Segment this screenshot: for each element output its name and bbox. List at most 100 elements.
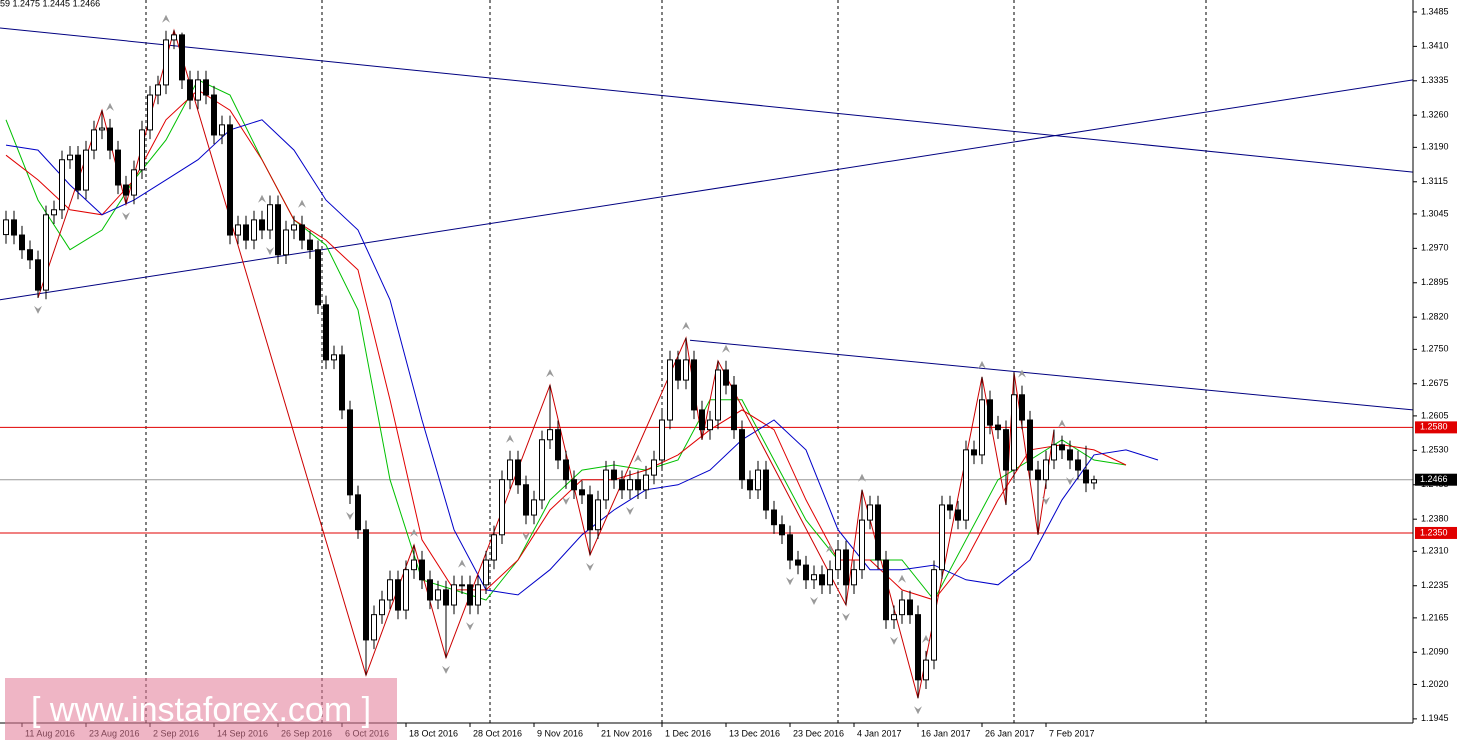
fractal-down bbox=[842, 613, 850, 622]
candle-body bbox=[859, 519, 865, 571]
candle-body bbox=[747, 479, 753, 491]
candle-body bbox=[979, 399, 985, 456]
fractal-up bbox=[858, 473, 866, 482]
current-price-box bbox=[1415, 473, 1457, 486]
y-tick-label: 1.3045 bbox=[1421, 208, 1449, 218]
candle-body bbox=[963, 449, 969, 521]
y-tick-label: 1.3485 bbox=[1421, 6, 1449, 16]
candle-body bbox=[315, 249, 321, 306]
candle-body bbox=[35, 259, 41, 291]
fractal-down bbox=[346, 512, 354, 521]
fractal-up bbox=[722, 344, 730, 353]
fractal-up bbox=[922, 634, 930, 643]
fractal-up bbox=[162, 14, 170, 23]
candle-body bbox=[595, 499, 601, 531]
x-tick-label: 13 Dec 2016 bbox=[729, 728, 780, 738]
fractal-up bbox=[506, 434, 514, 443]
candle-body bbox=[227, 124, 233, 236]
candle-body bbox=[403, 569, 409, 611]
candle-body bbox=[115, 149, 121, 186]
level-label: 1.2580 bbox=[1420, 422, 1448, 432]
candle-body bbox=[1067, 449, 1073, 461]
fractal-up bbox=[106, 102, 114, 111]
candle-body bbox=[203, 79, 209, 96]
y-tick-label: 1.3260 bbox=[1421, 110, 1449, 120]
y-tick-label: 1.2605 bbox=[1421, 410, 1449, 420]
candle-body bbox=[131, 169, 137, 196]
candle-body bbox=[691, 359, 697, 411]
y-tick-label: 1.2530 bbox=[1421, 445, 1449, 455]
fractal-down bbox=[34, 305, 42, 314]
candle-body bbox=[835, 549, 841, 571]
x-tick-label: 23 Dec 2016 bbox=[793, 728, 844, 738]
candle-body bbox=[467, 584, 473, 606]
candle-body bbox=[1083, 469, 1089, 484]
x-tick-label: 4 Jan 2017 bbox=[857, 728, 902, 738]
candle-body bbox=[59, 159, 65, 211]
candle-body bbox=[395, 579, 401, 611]
candle-body bbox=[819, 574, 825, 586]
candle-body bbox=[763, 469, 769, 511]
candle-body bbox=[451, 584, 457, 606]
candle-body bbox=[739, 429, 745, 481]
candle-body bbox=[411, 559, 417, 571]
candle-body bbox=[371, 614, 377, 641]
candle-body bbox=[539, 439, 545, 501]
candle-body bbox=[627, 479, 633, 491]
candle-body bbox=[571, 479, 577, 491]
candle-body bbox=[723, 369, 729, 386]
fractal-up bbox=[682, 321, 690, 330]
candle-body bbox=[187, 79, 193, 101]
y-tick-label: 1.2820 bbox=[1421, 312, 1449, 322]
candle-body bbox=[323, 304, 329, 361]
watermark: [ www.instaforex.com ] bbox=[31, 691, 371, 729]
candle-body bbox=[899, 599, 905, 616]
candle-body bbox=[283, 229, 289, 256]
candle-body bbox=[1011, 394, 1017, 471]
x-tick-label: 1 Dec 2016 bbox=[665, 728, 711, 738]
candle-body bbox=[179, 34, 185, 81]
fractal-up bbox=[826, 544, 834, 553]
candle-body bbox=[275, 204, 281, 256]
candle-body bbox=[995, 424, 1001, 431]
candle-body bbox=[235, 224, 241, 236]
fractal-up bbox=[1018, 369, 1026, 378]
fractal-up bbox=[410, 528, 418, 537]
y-tick-label: 1.3190 bbox=[1421, 142, 1449, 152]
candle-body bbox=[1027, 419, 1033, 471]
candle-body bbox=[251, 219, 257, 241]
candle-body bbox=[619, 479, 625, 491]
fractal-up bbox=[458, 559, 466, 568]
x-tick-label: 21 Nov 2016 bbox=[601, 728, 652, 738]
candle-body bbox=[939, 504, 945, 571]
candle-body bbox=[811, 574, 817, 581]
candle-body bbox=[51, 209, 57, 216]
y-tick-label: 1.3410 bbox=[1421, 41, 1449, 51]
candle-body bbox=[1019, 394, 1025, 421]
candle-body bbox=[3, 219, 9, 236]
candle-body bbox=[731, 384, 737, 431]
fractal-up bbox=[258, 194, 266, 203]
y-tick-label: 1.2675 bbox=[1421, 378, 1449, 388]
y-tick-label: 1.2895 bbox=[1421, 277, 1449, 287]
y-tick-label: 1.2235 bbox=[1421, 580, 1449, 590]
candle-body bbox=[499, 479, 505, 536]
candle-body bbox=[715, 369, 721, 421]
candle-body bbox=[787, 534, 793, 561]
y-tick-label: 1.2380 bbox=[1421, 514, 1449, 524]
candle-body bbox=[843, 549, 849, 586]
fractal-down bbox=[1066, 477, 1074, 486]
candle-body bbox=[1043, 459, 1049, 481]
candle-body bbox=[387, 579, 393, 601]
candle-body bbox=[987, 399, 993, 426]
fractal-up bbox=[1058, 419, 1066, 428]
fractal-down bbox=[890, 636, 898, 645]
candle-body bbox=[579, 489, 585, 496]
candle-body bbox=[443, 589, 449, 606]
candle-body bbox=[155, 84, 161, 96]
fractal-down bbox=[562, 496, 570, 505]
y-tick-label: 1.2750 bbox=[1421, 344, 1449, 354]
candle-body bbox=[875, 504, 881, 561]
fractal-down bbox=[810, 596, 818, 605]
